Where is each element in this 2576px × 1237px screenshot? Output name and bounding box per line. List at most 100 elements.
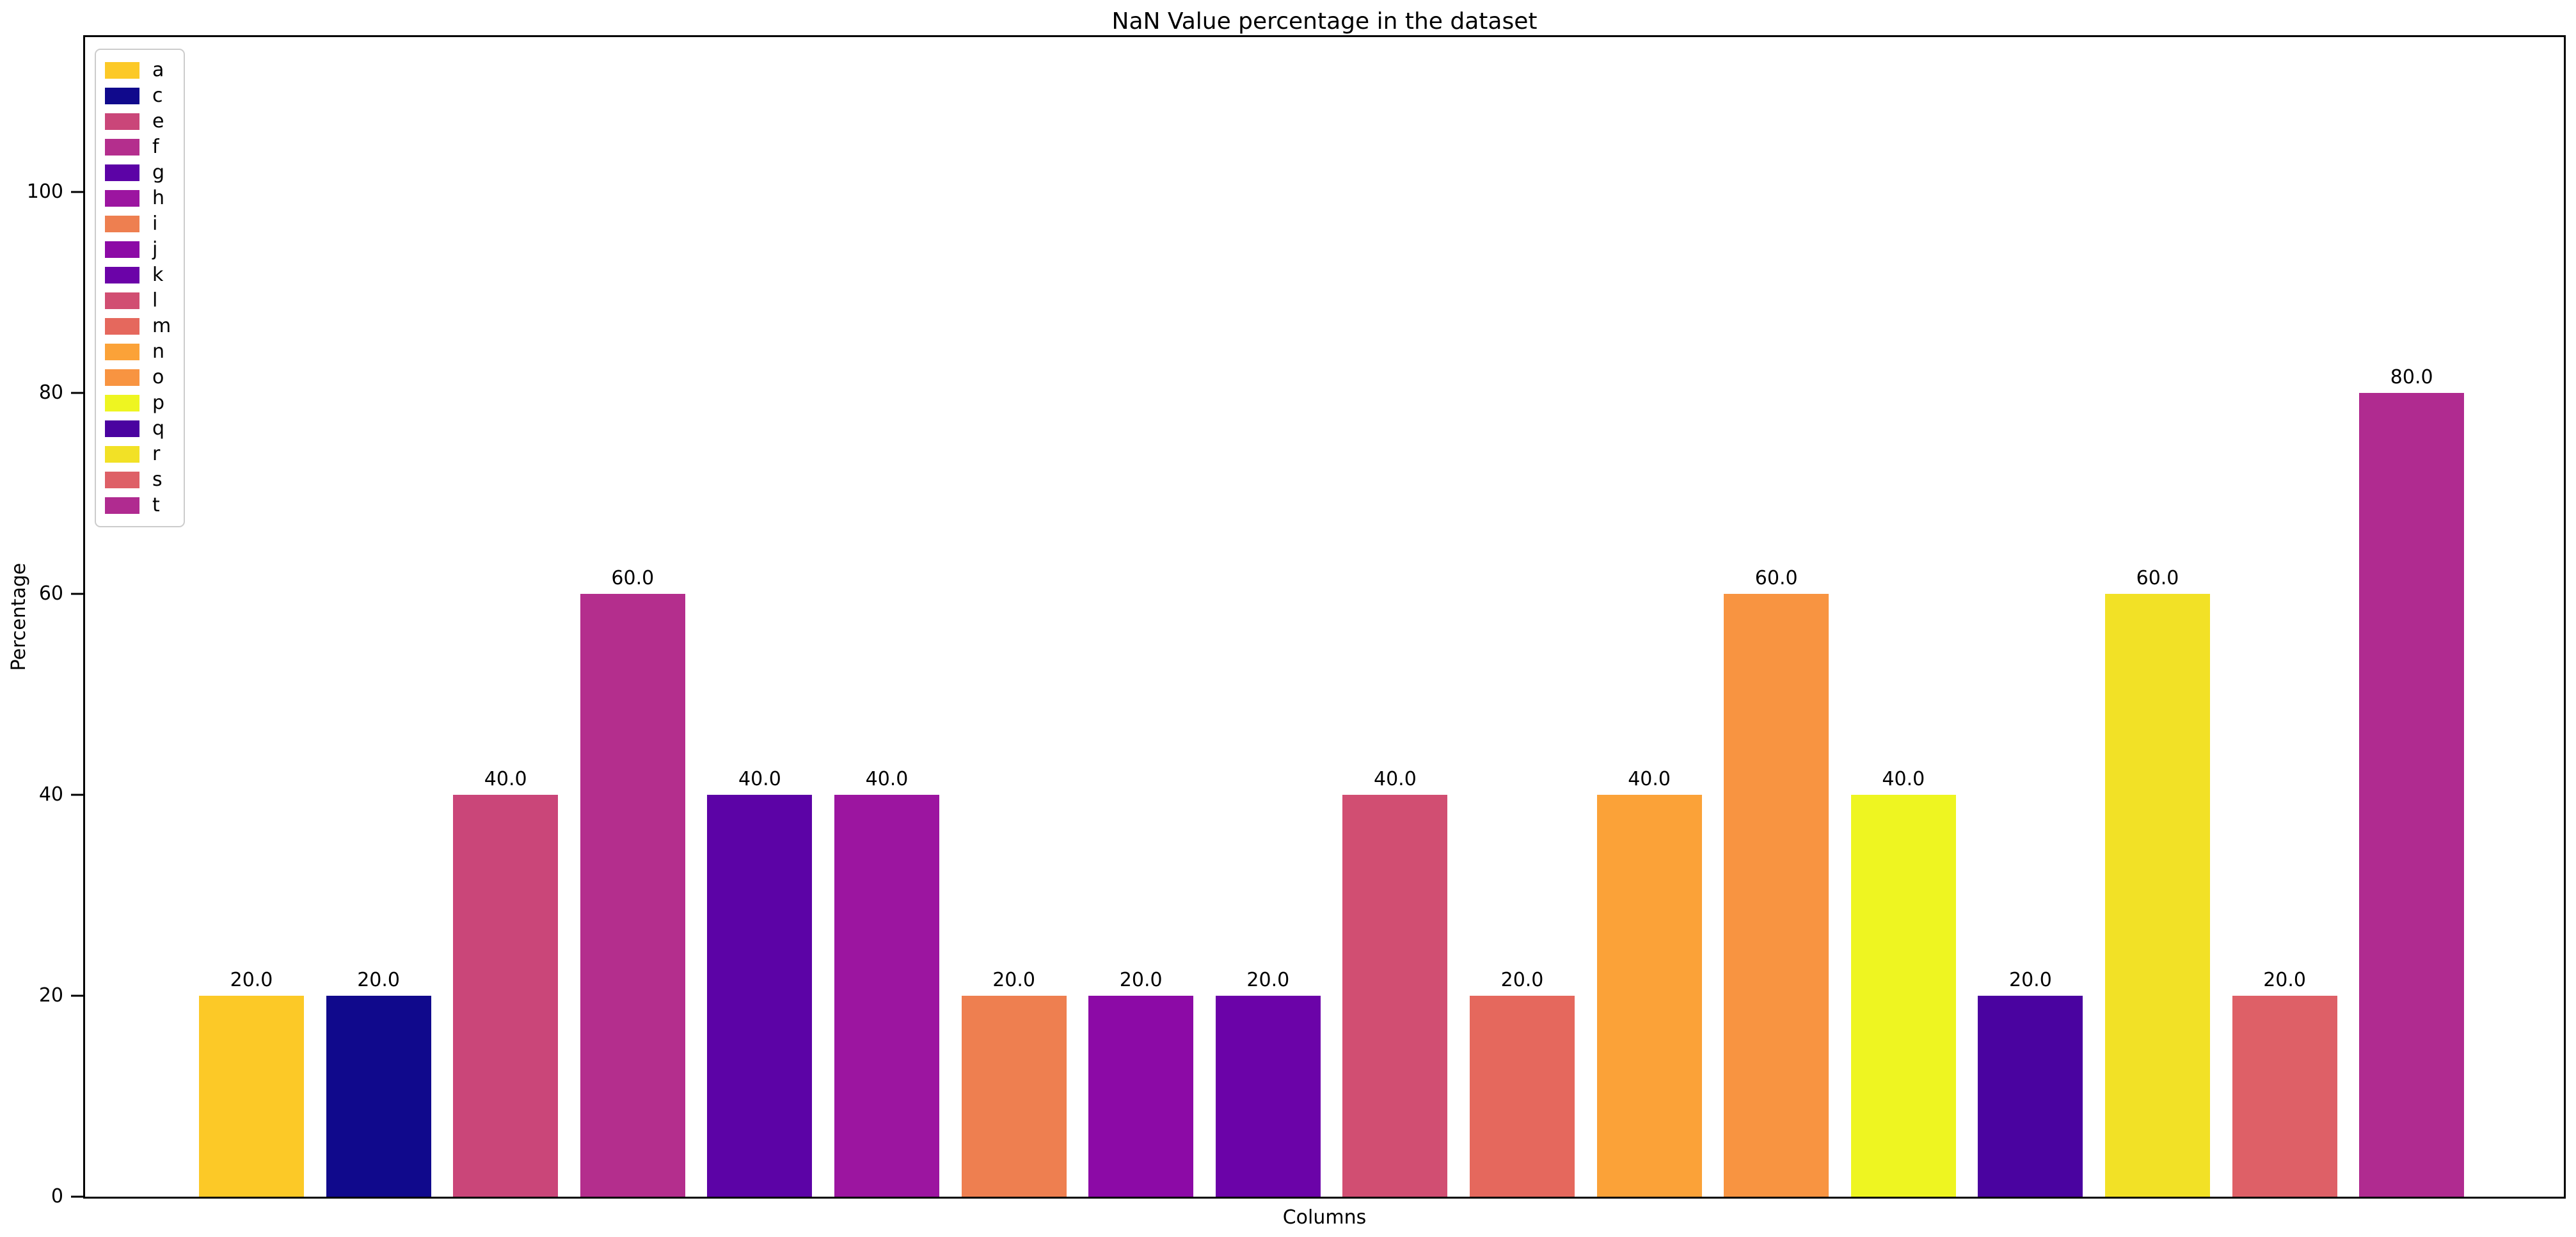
y-tick-mark-40 (71, 794, 83, 796)
bar-group-s: 20.0 (2232, 970, 2337, 1197)
bar-group-h: 40.0 (834, 769, 939, 1197)
legend-swatch-g (105, 164, 139, 181)
bar-group-o: 60.0 (1724, 568, 1829, 1197)
bar-group-i: 20.0 (961, 970, 1067, 1197)
legend-item-f: f (105, 134, 171, 160)
bar-p (1850, 794, 1956, 1197)
legend-swatch-c (105, 88, 139, 104)
bar-group-m: 20.0 (1470, 970, 1575, 1197)
legend-swatch-n (105, 344, 139, 360)
legend-label-p: p (152, 392, 165, 414)
bar-value-label-h: 40.0 (865, 767, 909, 790)
legend-swatch-m (105, 318, 139, 335)
bar-i (961, 995, 1067, 1197)
legend-item-r: r (105, 442, 171, 467)
bar-group-c: 20.0 (326, 970, 431, 1197)
bar-value-label-r: 60.0 (2136, 566, 2179, 589)
bar-group-k: 20.0 (1215, 970, 1321, 1197)
y-tick-mark-60 (71, 593, 83, 595)
bar-value-label-t: 80.0 (2390, 365, 2433, 388)
bar-group-r: 60.0 (2105, 568, 2210, 1197)
bar-value-label-i: 20.0 (992, 968, 1035, 991)
bar-group-a: 20.0 (199, 970, 304, 1197)
y-tick-label-100: 100 (26, 180, 63, 203)
legend-label-j: j (152, 238, 158, 260)
bar-value-label-q: 20.0 (2008, 968, 2052, 991)
bar-k (1215, 995, 1321, 1197)
legend-item-q: q (105, 416, 171, 442)
bar-o (1724, 593, 1829, 1197)
legend-label-l: l (152, 289, 158, 312)
legend-label-c: c (152, 84, 163, 107)
legend-label-r: r (152, 443, 161, 465)
y-tick-mark-80 (71, 392, 83, 394)
legend-label-a: a (152, 59, 164, 81)
bar-value-label-m: 20.0 (1500, 968, 1544, 991)
legend-item-g: g (105, 160, 171, 186)
bar-group-n: 40.0 (1596, 769, 1702, 1197)
bar-s (2232, 995, 2337, 1197)
legend-item-k: k (105, 262, 171, 288)
bar-value-label-a: 20.0 (230, 968, 273, 991)
bar-l (1342, 794, 1448, 1197)
bar-value-label-l: 40.0 (1373, 767, 1417, 790)
bar-a (199, 995, 304, 1197)
bar-value-label-c: 20.0 (357, 968, 400, 991)
bar-group-j: 20.0 (1088, 970, 1194, 1197)
y-tick-label-0: 0 (51, 1185, 63, 1208)
legend-label-o: o (152, 366, 164, 388)
bar-group-p: 40.0 (1850, 769, 1956, 1197)
legend-swatch-q (105, 420, 139, 437)
axes: 0 20 40 60 80 100 20.0 20.0 40.0 60.0 40.0 40.0 20.… (27, 35, 2566, 1206)
legend-label-q: q (152, 417, 165, 440)
bar-group-q: 20.0 (1978, 970, 2083, 1197)
legend-item-h: h (105, 186, 171, 211)
legend-swatch-f (105, 139, 139, 156)
bar-m (1470, 995, 1575, 1197)
legend-item-t: t (105, 493, 171, 518)
y-tick-label-80: 80 (38, 381, 63, 404)
y-tick-mark-100 (71, 191, 83, 193)
legend-label-m: m (152, 315, 171, 337)
legend-item-s: s (105, 467, 171, 493)
bar-q (1978, 995, 2083, 1197)
bar-group-e: 40.0 (453, 769, 559, 1197)
bar-c (326, 995, 431, 1197)
legend-label-h: h (152, 187, 165, 209)
chart-title: NaN Value percentage in the dataset (1111, 8, 1538, 35)
legend-swatch-j (105, 241, 139, 258)
bar-value-label-e: 40.0 (484, 767, 527, 790)
y-tick-label-40: 40 (38, 783, 63, 806)
x-axis-label: Columns (1282, 1206, 1367, 1229)
legend-item-j: j (105, 237, 171, 262)
y-tick-mark-20 (71, 994, 83, 997)
legend-swatch-s (105, 472, 139, 488)
legend-label-f: f (152, 136, 159, 158)
legend-swatch-i (105, 216, 139, 232)
bar-value-label-j: 20.0 (1119, 968, 1163, 991)
bar-f (580, 593, 685, 1197)
y-tick-mark-0 (71, 1195, 83, 1198)
legend-label-k: k (152, 264, 164, 286)
legend-swatch-p (105, 395, 139, 411)
legend-item-o: o (105, 365, 171, 390)
bar-j (1088, 995, 1194, 1197)
legend-item-i: i (105, 211, 171, 237)
bar-value-label-k: 20.0 (1246, 968, 1290, 991)
legend-item-l: l (105, 288, 171, 314)
legend-item-n: n (105, 339, 171, 365)
y-tick-label-60: 60 (38, 582, 63, 605)
legend-swatch-o (105, 369, 139, 386)
bar-t (2359, 392, 2465, 1197)
bar-group-f: 60.0 (580, 568, 685, 1197)
bar-value-label-p: 40.0 (1882, 767, 1925, 790)
bar-e (453, 794, 559, 1197)
y-tick-label-20: 20 (38, 984, 63, 1007)
legend-swatch-k (105, 267, 139, 283)
bar-value-label-f: 60.0 (611, 566, 655, 589)
legend-item-p: p (105, 390, 171, 416)
bar-group-t: 80.0 (2359, 367, 2465, 1197)
legend-item-a: a (105, 58, 171, 83)
legend-label-n: n (152, 340, 165, 363)
